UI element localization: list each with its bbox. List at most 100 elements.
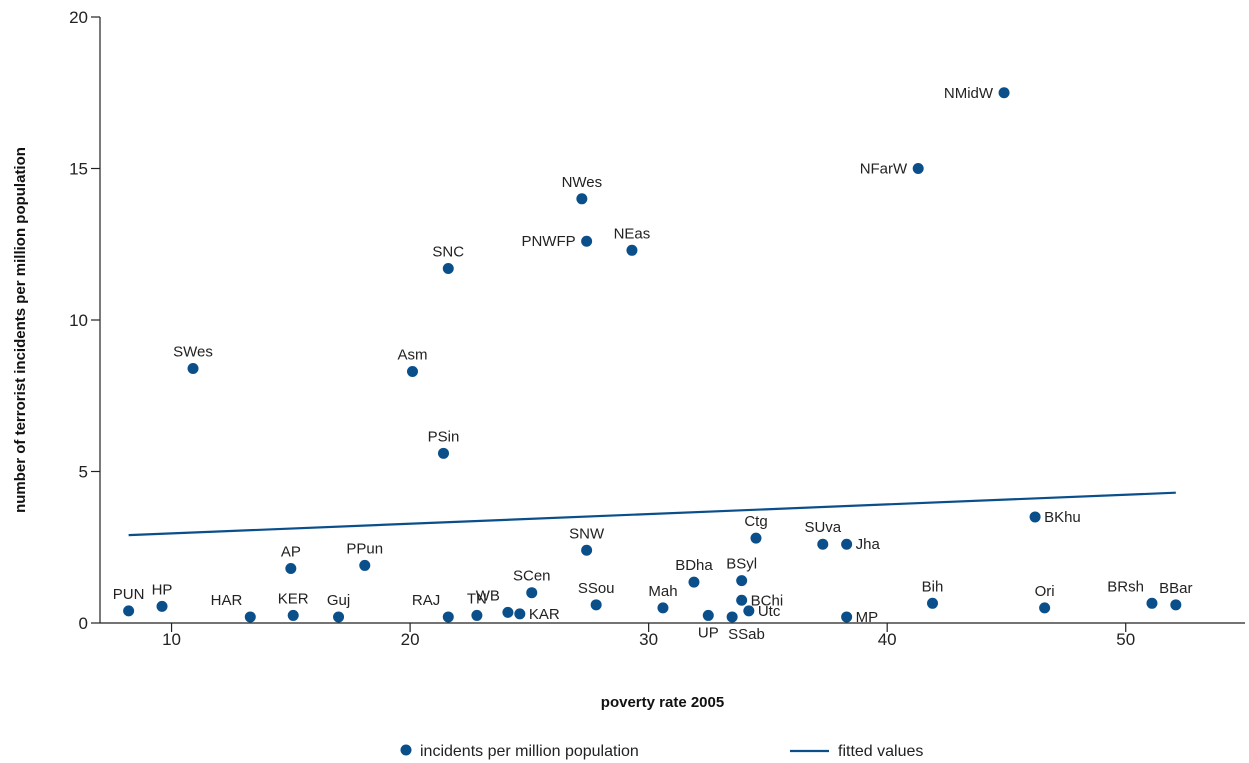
data-point-jha [841, 538, 853, 550]
data-point-label: PSin [428, 428, 460, 445]
legend-label-points: incidents per million population [420, 743, 639, 760]
data-point-label: MP [856, 609, 879, 626]
y-tick-label: 15 [69, 160, 88, 179]
data-point-label: SCen [513, 568, 551, 585]
data-point-bdha [688, 576, 700, 588]
data-point-har [244, 611, 256, 623]
data-point-ssou [590, 599, 602, 611]
data-point-label: KER [278, 590, 309, 607]
data-point-label: PNWFP [521, 233, 575, 250]
data-point-nmidw [998, 87, 1010, 99]
data-point-label: Bih [922, 578, 944, 595]
data-point-up [702, 609, 714, 621]
data-point-mah [657, 602, 669, 614]
data-point-swes [187, 362, 199, 374]
data-point-label: Mah [648, 583, 677, 600]
data-point-label: NMidW [944, 85, 994, 102]
data-point-label: BDha [675, 557, 713, 574]
data-point-bsyl [736, 575, 748, 587]
data-point-pnwfp [581, 235, 593, 247]
data-point-snc [442, 262, 454, 274]
data-point-bbar [1170, 599, 1182, 611]
data-point-utc [743, 605, 755, 617]
data-point-mp [841, 611, 853, 623]
y-tick-label: 10 [69, 311, 88, 330]
data-point-label: TN [467, 590, 487, 607]
data-point-raj [442, 611, 454, 623]
data-points-layer: PUN HP HAR KER Guj AP PPun SWes Asm PSin SNC RAJ TNW… [113, 85, 1193, 643]
y-tick-label: 20 [69, 8, 88, 27]
data-point-label: BRsh [1107, 578, 1144, 595]
data-point-label: KAR [529, 606, 560, 623]
x-tick-label: 30 [639, 630, 658, 649]
data-point-brsh [1146, 597, 1158, 609]
data-point-label: NFarW [860, 161, 908, 178]
data-point-label: Guj [327, 592, 350, 609]
data-point-label: UP [698, 624, 719, 641]
data-point-nwes [576, 193, 588, 205]
data-point-snw [581, 544, 593, 556]
data-point-label: SSou [578, 580, 615, 597]
data-point-ori [1039, 602, 1051, 614]
data-point-label: Ctg [744, 513, 767, 530]
data-point-tn [471, 609, 483, 621]
data-point-label: PUN [113, 586, 145, 603]
data-point-label: SNW [569, 525, 605, 542]
data-point-label: SNC [432, 243, 464, 260]
data-point-label: HAR [211, 592, 243, 609]
data-point-label: NEas [614, 225, 651, 242]
data-point-ap [285, 562, 297, 574]
data-point-ker [287, 609, 299, 621]
data-point-psin [438, 447, 449, 459]
data-point-bkhu [1029, 511, 1041, 523]
x-tick-label: 10 [162, 630, 181, 649]
data-point-label: NWes [562, 174, 603, 191]
y-axis-title: number of terrorist incidents per millio… [12, 147, 29, 513]
y-axis-ticks: 0 5 10 15 20 [69, 8, 100, 633]
data-point-label: BSyl [726, 556, 757, 573]
data-point-label: PPun [346, 540, 383, 557]
axes: 0 5 10 15 20 10 20 30 40 50 number of terrorist … [12, 8, 1245, 711]
data-point-ppun [359, 559, 371, 571]
data-point-label: BKhu [1044, 509, 1081, 526]
data-point-label: SSab [728, 626, 765, 643]
y-tick-label: 5 [79, 463, 88, 482]
data-point-label: BBar [1159, 580, 1192, 597]
data-point-pun [123, 605, 135, 617]
fitted-line-layer [128, 491, 1176, 537]
data-point-hp [156, 600, 168, 612]
data-point-ctg [750, 532, 762, 544]
data-point-asm [406, 366, 418, 378]
data-point-label: Ori [1035, 583, 1055, 600]
data-point-label: BChi [751, 592, 784, 609]
data-point-neas [626, 244, 638, 256]
data-point-ssab [726, 611, 738, 623]
data-point-label: RAJ [412, 592, 440, 609]
legend: incidents per million population fitted … [400, 743, 923, 760]
y-tick-label: 0 [79, 614, 88, 633]
x-tick-label: 40 [878, 630, 897, 649]
data-point-label: Asm [397, 347, 427, 364]
data-point-label: SUva [804, 519, 841, 536]
data-point-wb [502, 606, 514, 618]
data-point-bih [927, 597, 939, 609]
data-point-label: Jha [856, 536, 881, 553]
legend-marker-points [400, 744, 412, 756]
data-point-kar [514, 608, 526, 620]
data-point-label: HP [152, 581, 173, 598]
data-point-suva [817, 538, 829, 550]
data-point-label: AP [281, 543, 301, 560]
x-tick-label: 50 [1116, 630, 1135, 649]
x-axis-title: poverty rate 2005 [601, 694, 724, 711]
x-axis-ticks: 10 20 30 40 50 [162, 623, 1135, 649]
data-point-label: WB [476, 587, 500, 604]
data-point-nfarw [912, 163, 924, 174]
fitted-values-line [128, 491, 1176, 537]
data-point-guj [333, 611, 345, 623]
x-tick-label: 20 [401, 630, 420, 649]
data-point-label: Utc [758, 603, 781, 620]
data-point-scen [526, 587, 538, 599]
data-point-bchi [736, 594, 748, 606]
data-point-label: SWes [173, 343, 213, 360]
